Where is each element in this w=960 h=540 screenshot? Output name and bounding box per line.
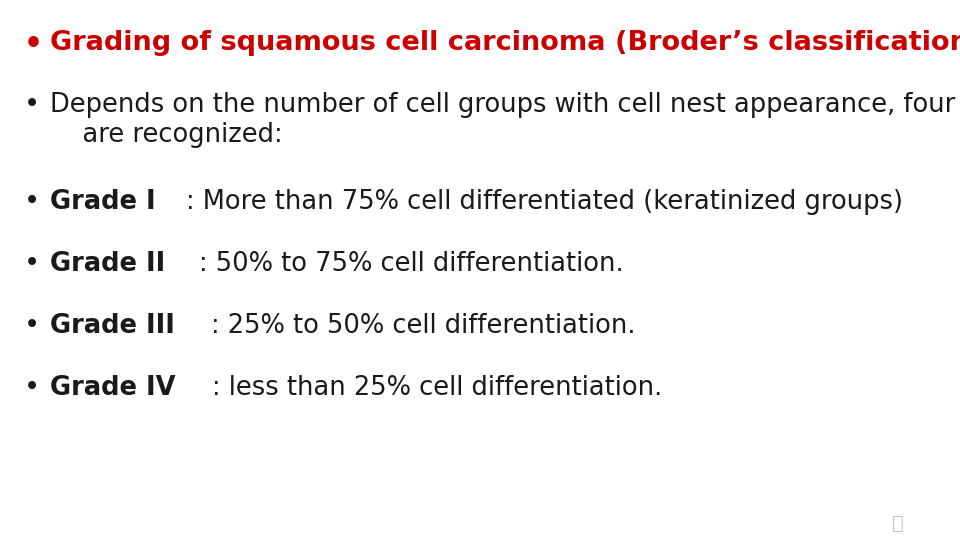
Text: Depends on the number of cell groups with cell nest appearance, four groups
    : Depends on the number of cell groups wit… (50, 92, 960, 148)
Text: •: • (24, 92, 40, 118)
Text: 🔈: 🔈 (892, 514, 903, 534)
Text: •: • (24, 30, 43, 59)
Text: : less than 25% cell differentiation.: : less than 25% cell differentiation. (212, 375, 662, 401)
Text: Grade II: Grade II (50, 251, 165, 277)
Text: Grade IV: Grade IV (50, 375, 176, 401)
Text: Grade III: Grade III (50, 313, 175, 339)
Text: Grading of squamous cell carcinoma (Broder’s classification):: Grading of squamous cell carcinoma (Brod… (50, 30, 960, 56)
Text: : More than 75% cell differentiated (keratinized groups): : More than 75% cell differentiated (ker… (186, 189, 903, 215)
Text: •: • (24, 189, 40, 215)
Text: : 50% to 75% cell differentiation.: : 50% to 75% cell differentiation. (199, 251, 623, 277)
Text: Grade I: Grade I (50, 189, 156, 215)
Text: •: • (24, 375, 40, 401)
Text: : 25% to 50% cell differentiation.: : 25% to 50% cell differentiation. (211, 313, 636, 339)
Text: •: • (24, 251, 40, 277)
Text: •: • (24, 313, 40, 339)
